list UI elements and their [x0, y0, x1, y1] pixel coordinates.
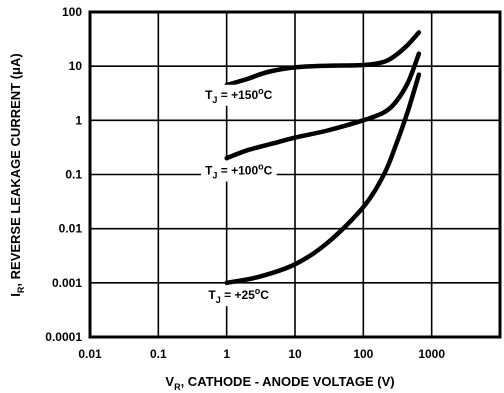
- x-axis-title: VR, CATHODE - ANODE VOLTAGE (V): [165, 374, 394, 392]
- series-label-1: TJ = +100oC: [205, 162, 273, 181]
- y-tick-label-3: 0.1: [65, 168, 82, 182]
- grid: [89, 11, 500, 338]
- x-tick-label-2: 1: [223, 347, 230, 361]
- y-tick-label-6: 100: [62, 5, 82, 19]
- y-tick-labels: 0.0001 0.001 0.01 0.1 1 10 100: [45, 5, 82, 344]
- series-label-0: TJ = +150oC: [205, 86, 273, 105]
- plot-frame: [88, 10, 502, 339]
- series-line-2: [224, 72, 422, 286]
- series-label-bg-2: [204, 285, 274, 307]
- y-tick-label-4: 1: [75, 113, 82, 127]
- x-tick-label-1: 0.1: [150, 347, 167, 361]
- curves: [224, 30, 422, 286]
- y-tick-label-0: 0.0001: [45, 330, 82, 344]
- series-line-0: [224, 30, 422, 88]
- series-line-1: [224, 51, 422, 161]
- x-tick-label-4: 100: [353, 347, 373, 361]
- series-label-bg-1: [201, 160, 277, 182]
- x-tick-label-3: 10: [288, 347, 302, 361]
- y-tick-label-1: 0.001: [52, 276, 82, 290]
- y-tick-label-2: 0.01: [59, 222, 83, 236]
- x-tick-label-5: 1000: [418, 347, 445, 361]
- y-axis-title: IR, REVERSE LEAKAGE CURRENT (μA): [8, 53, 26, 296]
- curve-labels: TJ = +150oC TJ = +100oC TJ = +25oC: [201, 84, 277, 307]
- x-tick-labels: 0.01 0.1 1 10 100 1000: [78, 347, 445, 361]
- series-label-bg-0: [201, 84, 277, 106]
- y-tick-label-5: 10: [69, 59, 83, 73]
- series-label-2: TJ = +25oC: [208, 286, 269, 305]
- x-tick-label-0: 0.01: [78, 347, 102, 361]
